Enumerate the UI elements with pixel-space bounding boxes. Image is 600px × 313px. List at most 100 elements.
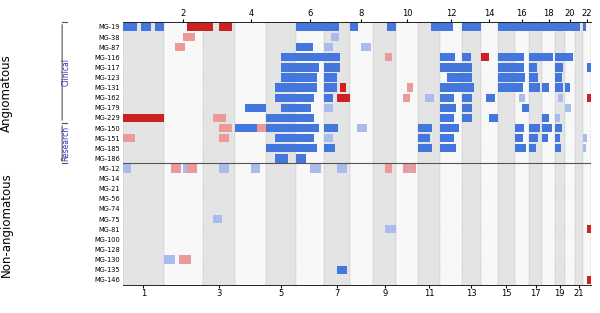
Bar xyxy=(418,134,430,142)
Bar xyxy=(245,104,266,112)
Bar xyxy=(583,134,587,142)
Bar xyxy=(385,164,392,173)
Bar xyxy=(296,104,311,112)
Bar xyxy=(555,114,560,122)
Bar xyxy=(515,63,524,72)
Bar xyxy=(418,124,433,132)
Bar xyxy=(462,53,471,61)
Bar xyxy=(172,164,181,173)
Bar xyxy=(385,225,396,233)
Bar xyxy=(431,23,440,31)
Bar xyxy=(440,104,457,112)
Bar xyxy=(246,124,265,132)
Bar xyxy=(418,144,433,152)
Bar xyxy=(529,22,542,285)
Bar xyxy=(583,23,586,31)
Bar xyxy=(542,124,552,132)
Bar xyxy=(323,144,335,152)
Bar xyxy=(403,94,410,102)
Bar xyxy=(275,134,296,142)
Bar xyxy=(542,23,555,31)
Bar xyxy=(440,23,453,31)
Bar xyxy=(462,84,474,92)
Bar xyxy=(486,94,496,102)
Bar xyxy=(440,22,462,285)
Bar xyxy=(462,22,481,285)
Bar xyxy=(587,94,591,102)
Bar xyxy=(498,73,515,82)
Bar xyxy=(164,22,203,285)
Bar xyxy=(219,164,229,173)
Bar xyxy=(440,94,454,102)
Bar xyxy=(555,63,563,72)
Bar xyxy=(529,144,536,152)
Bar xyxy=(542,84,550,92)
Bar xyxy=(522,104,529,112)
Bar xyxy=(323,84,337,92)
Bar xyxy=(403,164,409,173)
Bar xyxy=(275,154,289,162)
Bar xyxy=(425,94,434,102)
Bar xyxy=(187,164,197,173)
Bar xyxy=(462,73,472,82)
Bar xyxy=(515,23,529,31)
Bar xyxy=(542,53,553,61)
Bar xyxy=(575,23,580,31)
Bar xyxy=(515,124,524,132)
Bar xyxy=(583,22,591,285)
Bar xyxy=(281,104,296,112)
Bar xyxy=(275,84,296,92)
Bar xyxy=(481,22,498,285)
Bar xyxy=(481,53,489,61)
Bar xyxy=(515,134,523,142)
Bar xyxy=(123,134,135,142)
Bar xyxy=(515,73,525,82)
Bar xyxy=(529,63,537,72)
Bar xyxy=(356,124,367,132)
Bar xyxy=(323,22,350,285)
Bar xyxy=(583,144,586,152)
Bar xyxy=(296,63,319,72)
Bar xyxy=(440,53,455,61)
Bar xyxy=(219,134,229,142)
Bar xyxy=(296,94,314,102)
Bar xyxy=(542,114,550,122)
Bar xyxy=(183,33,195,41)
Bar xyxy=(266,114,296,122)
Bar xyxy=(123,114,164,122)
Bar xyxy=(515,84,523,92)
Bar xyxy=(565,84,570,92)
Bar xyxy=(587,276,591,284)
Bar xyxy=(418,22,440,285)
Bar xyxy=(565,22,575,285)
Bar xyxy=(462,114,472,122)
Bar xyxy=(331,33,339,41)
Bar xyxy=(587,63,591,72)
Bar xyxy=(440,114,454,122)
Bar xyxy=(555,23,565,31)
Bar xyxy=(296,144,317,152)
Bar xyxy=(296,84,317,92)
Bar xyxy=(179,255,191,264)
Bar xyxy=(529,84,541,92)
Bar xyxy=(462,23,481,31)
Bar xyxy=(555,134,560,142)
Bar xyxy=(203,22,235,285)
Text: Angiomatous: Angiomatous xyxy=(0,54,13,131)
Bar xyxy=(340,84,346,92)
Bar xyxy=(555,124,562,132)
Bar xyxy=(266,124,296,132)
Text: Research: Research xyxy=(62,126,71,161)
Bar xyxy=(123,22,164,285)
Bar xyxy=(529,73,538,82)
Bar xyxy=(323,73,337,82)
Bar xyxy=(337,265,347,274)
Bar xyxy=(310,164,321,173)
Bar xyxy=(187,23,203,31)
Bar xyxy=(587,225,591,233)
Bar xyxy=(440,84,462,92)
Bar xyxy=(462,63,472,72)
Bar xyxy=(555,73,562,82)
Bar xyxy=(219,23,232,31)
Bar xyxy=(446,73,462,82)
